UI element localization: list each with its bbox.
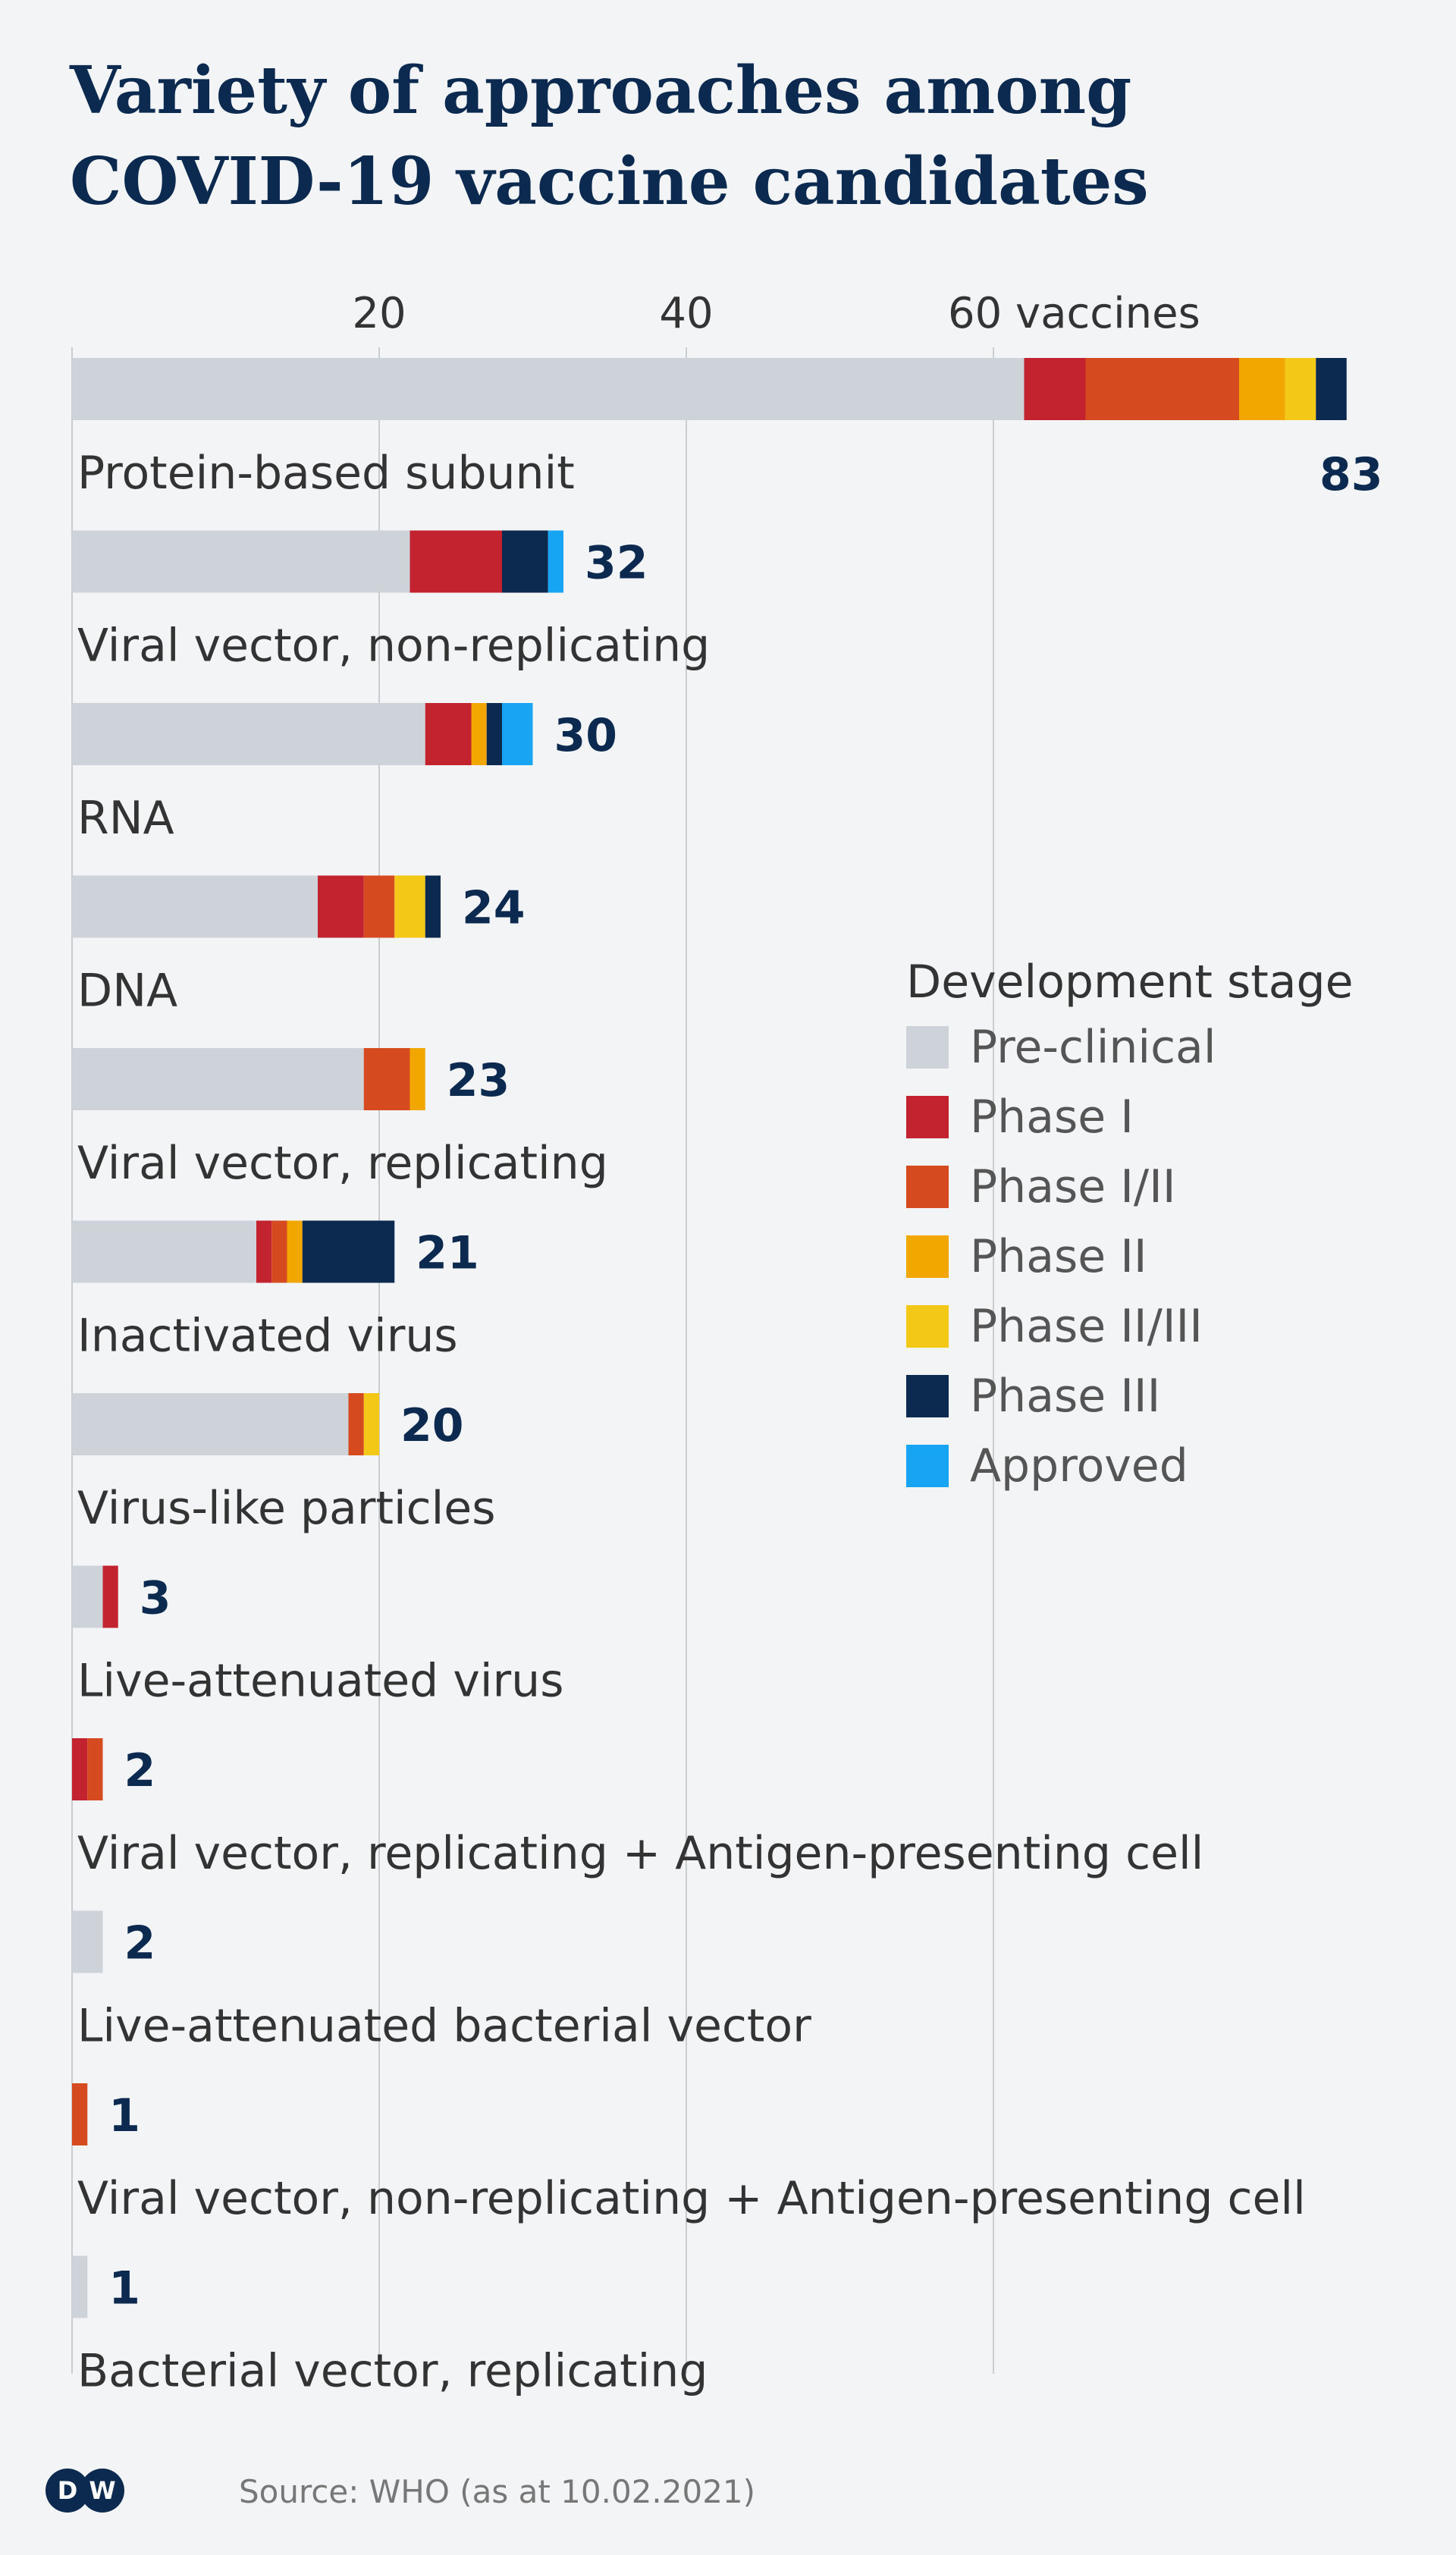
bar-segment [87,1738,103,1800]
dw-logo-circle-w: W [80,2469,124,2513]
bar-total-label: 83 [1320,448,1383,501]
bar-segment [363,1048,410,1110]
bar-segment [502,530,548,593]
legend-entry: Phase I/II [906,1152,1354,1222]
bar-segment [256,1220,272,1283]
bar-segment [425,703,472,765]
category-label: Inactivated virus [77,1310,458,1363]
legend-label: Pre-clinical [970,1021,1216,1074]
bar-total-label: 32 [585,537,648,590]
dw-logo: D W [46,2469,129,2514]
legend-entry: Phase II/III [906,1292,1354,1361]
bar-total-label: 24 [462,882,526,935]
legend-entry: Phase III [906,1361,1354,1431]
bar-segment [363,875,395,938]
category-label: Viral vector, replicating + Antigen-pres… [77,1827,1203,1880]
x-tick-label: 20 [352,289,406,338]
bar-segment [72,1565,103,1628]
legend-swatch [906,1166,949,1208]
bar-segment [72,2255,88,2318]
bar-segment [363,1393,379,1455]
bar-total-label: 2 [124,1917,156,1970]
chart-title-line-1: Variety of approaches among [70,52,1132,129]
category-label: Live-attenuated bacterial vector [77,2000,811,2053]
bar-total-label: 30 [554,709,618,762]
bar-segment [72,2083,88,2145]
category-label: Viral vector, replicating [77,1137,608,1190]
bar-total-label: 3 [140,1572,171,1625]
legend-label: Approved [970,1439,1188,1493]
bar-segment [394,875,425,938]
category-label: Virus-like particles [77,1482,495,1535]
legend-swatch [906,1305,949,1348]
legend-entry: Phase I [906,1082,1354,1152]
legend-label: Phase I/II [970,1160,1176,1213]
legend-label: Phase I [970,1091,1134,1144]
category-label: RNA [77,792,174,845]
bar-segment [1239,358,1285,420]
footer: D W Source: WHO (as at 10.02.2021) [46,2469,755,2514]
bar-segment [1024,358,1086,420]
category-label: Bacterial vector, replicating [77,2345,708,2398]
x-tick-label: 60 vaccines [948,289,1200,338]
legend-swatch [906,1445,949,1487]
category-label: Protein-based subunit [77,447,575,500]
bar-total-label: 21 [416,1227,479,1280]
legend: Development stage Pre-clinical Phase I Pha… [906,952,1354,1501]
bar-segment [287,1220,303,1283]
legend-swatch [906,1235,949,1278]
bar-segment [471,703,487,765]
bar-segment [410,1048,425,1110]
bar-segment [72,530,410,593]
category-label: DNA [77,965,177,1018]
bar-segment [72,1048,364,1110]
legend-swatch [906,1375,949,1417]
x-tick-label: 40 [659,289,713,338]
bar-segment [502,703,533,765]
bar-segment [72,1393,349,1455]
bar-total-label: 23 [447,1054,510,1107]
category-label: Viral vector, non-replicating [77,620,710,673]
bar-segment [72,875,318,938]
bar-segment [72,703,425,765]
bar-segment [72,358,1025,420]
bar-total-label: 20 [400,1399,464,1452]
legend-entry: Approved [906,1431,1354,1501]
legend-swatch [906,1096,949,1138]
source-note: Source: WHO (as at 10.02.2021) [239,2472,756,2510]
legend-label: Phase III [970,1370,1161,1423]
bar-segment [72,1738,88,1800]
bar-total-label: 1 [108,2262,140,2315]
legend-title: Development stage [906,956,1354,1009]
bar-segment [271,1220,287,1283]
category-label: Viral vector, non-replicating + Antigen-… [77,2172,1306,2225]
bar-total-label: 2 [124,1744,156,1797]
bar-segment [72,1910,103,1973]
bar-total-label: 1 [108,2089,140,2142]
legend-label: Phase II [970,1230,1147,1283]
bar-segment [1316,358,1347,420]
legend-entries: Pre-clinical Phase I Phase I/II Phase II Pha… [906,1012,1354,1501]
bar-segment [348,1393,364,1455]
legend-entry: Pre-clinical [906,1012,1354,1082]
legend-swatch [906,1026,949,1069]
bar-segment [410,530,502,593]
bar-segment [72,1220,256,1283]
bar-segment [425,875,441,938]
bar-segment [1085,358,1239,420]
chart-title-line-2: COVID-19 vaccine candidates [70,143,1149,220]
bar-segment [486,703,502,765]
chart-title: Variety of approaches among COVID-19 vac… [70,46,1359,228]
category-label: Live-attenuated virus [77,1655,563,1708]
bar-segment [102,1565,118,1628]
legend-label: Phase II/III [970,1300,1203,1353]
bar-segment [302,1220,395,1283]
bar-segment [548,530,563,593]
bar-segment [1285,358,1316,420]
bar-segment [318,875,364,938]
legend-entry: Phase II [906,1222,1354,1292]
